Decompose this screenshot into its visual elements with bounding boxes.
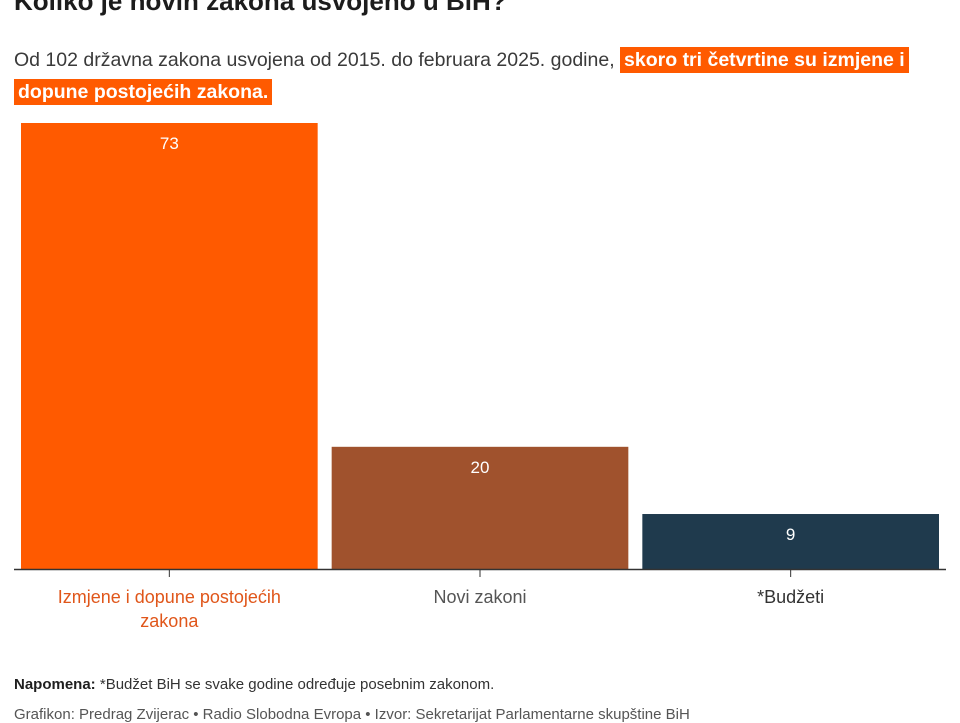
category-label: Izmjene i dopune postojećih zakona <box>58 587 281 631</box>
bar-value-label: 20 <box>471 458 490 477</box>
bar-chart: 73 20 9 Izmjene i dopune postojećih zakona No… <box>14 123 946 631</box>
category-label: *Budžeti <box>757 587 824 607</box>
subtitle-text: Od 102 državna zakona usvojena od 2015. … <box>14 49 615 71</box>
footnote: Napomena: *Budžet BiH se svake godine od… <box>14 676 494 693</box>
category-label: Novi zakoni <box>433 587 526 607</box>
footnote-label: Napomena: <box>14 676 96 693</box>
bar <box>642 514 939 569</box>
footnote-text: *Budžet BiH se svake godine određuje pos… <box>99 676 495 693</box>
source-credit: Grafikon: Predrag Zvijerac • Radio Slobo… <box>14 706 690 723</box>
bar-value-label: 9 <box>786 525 795 544</box>
bar-value-label: 73 <box>160 134 179 153</box>
chart-subtitle: Od 102 državna zakona usvojena od 2015. … <box>14 44 944 108</box>
bar <box>21 123 318 569</box>
bar <box>331 446 629 569</box>
chart-title: Koliko je novih zakona usvojeno u BiH? <box>14 0 507 16</box>
